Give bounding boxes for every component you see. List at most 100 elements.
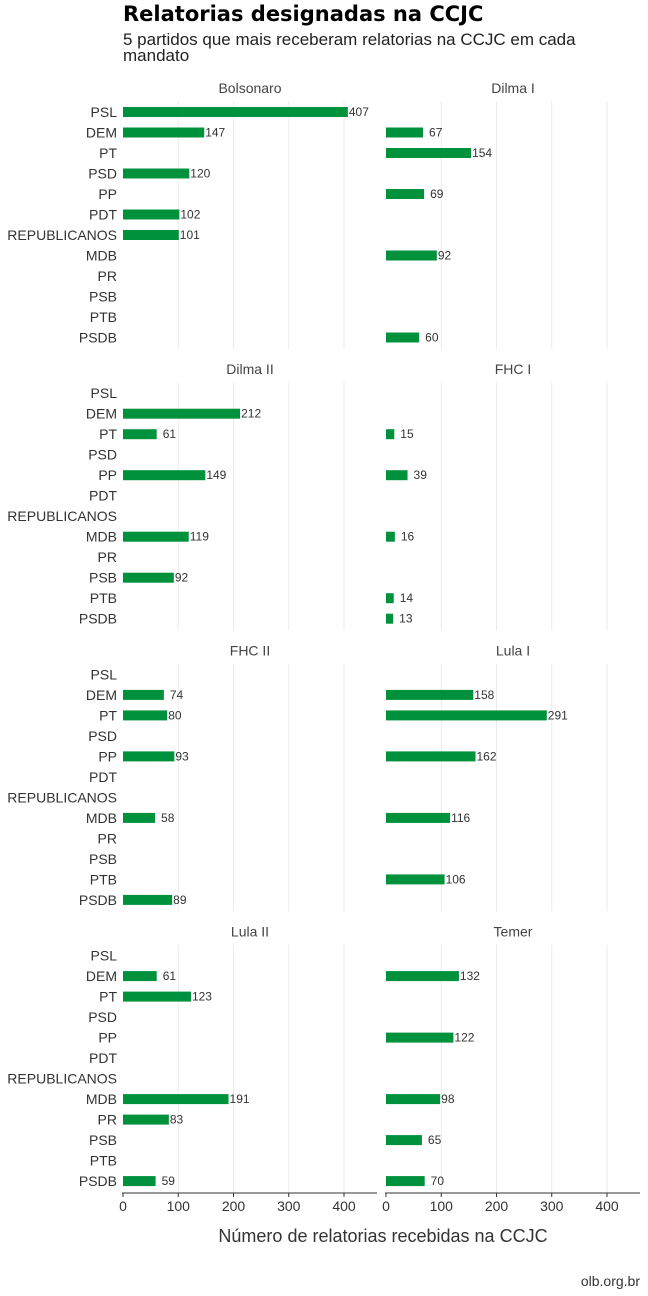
data-label: 16 (401, 530, 415, 544)
bar (123, 751, 175, 762)
bar (386, 751, 476, 762)
category-label: PSL (91, 385, 118, 401)
data-label: 83 (170, 1113, 184, 1127)
data-label: 60 (425, 331, 439, 345)
category-label: PSB (89, 1132, 117, 1148)
category-label: PR (98, 1112, 117, 1128)
panel-title-bolsonaro: Bolsonaro (218, 80, 281, 96)
x-tick-label: 400 (332, 1198, 356, 1214)
bar (386, 250, 437, 261)
bar (386, 710, 547, 721)
data-label: 67 (429, 126, 443, 140)
category-label: PTB (90, 1153, 117, 1169)
bar (386, 613, 394, 624)
category-label: MDB (86, 529, 117, 545)
data-label: 116 (451, 811, 470, 825)
data-label: 147 (205, 126, 225, 140)
bar (123, 710, 168, 721)
category-label: PSDB (79, 611, 117, 627)
bar (386, 1135, 422, 1146)
category-label: PR (98, 830, 117, 846)
category-label: PSDB (79, 1173, 117, 1189)
data-label: 89 (173, 893, 187, 907)
category-label: PDT (89, 488, 117, 504)
category-label: PP (98, 1030, 117, 1046)
bar (123, 689, 164, 700)
data-label: 101 (180, 228, 200, 242)
bar (123, 572, 174, 583)
data-label: 119 (190, 530, 209, 544)
data-label: 106 (446, 872, 466, 886)
category-label: PSB (89, 851, 117, 867)
data-label: 191 (230, 1092, 250, 1106)
data-label: 15 (400, 427, 414, 441)
data-label: 123 (192, 990, 212, 1004)
chart-title: Relatorias designadas na CCJC (123, 2, 484, 26)
category-label: PSD (88, 728, 117, 744)
bar (386, 689, 474, 700)
category-label: PSL (91, 948, 118, 964)
category-label: PDT (89, 207, 117, 223)
category-label: PR (98, 549, 117, 565)
bar (386, 593, 394, 604)
category-label: PSL (91, 666, 118, 682)
category-label: PSD (88, 1009, 117, 1025)
category-label: DEM (86, 968, 117, 984)
category-label: MDB (86, 1091, 117, 1107)
category-label: PTB (90, 309, 117, 325)
category-label: PDT (89, 1050, 117, 1066)
category-label: PSB (89, 289, 117, 305)
data-label: 132 (460, 969, 480, 983)
bar (123, 470, 206, 481)
category-label: REPUBLICANOS (7, 227, 117, 243)
category-label: REPUBLICANOS (7, 508, 117, 524)
bar (123, 531, 189, 542)
bar (123, 408, 241, 419)
bar (386, 470, 408, 481)
category-label: PSDB (79, 330, 117, 346)
bar (123, 168, 190, 179)
category-label: DEM (86, 406, 117, 422)
category-label: PSL (91, 104, 118, 120)
data-label: 14 (400, 591, 414, 605)
category-label: PR (98, 268, 117, 284)
panel-title-lula-i: Lula I (496, 642, 530, 658)
data-label: 149 (206, 468, 226, 482)
data-label: 291 (548, 708, 568, 722)
category-label: PP (98, 748, 117, 764)
data-label: 58 (161, 811, 175, 825)
x-tick-label: 200 (485, 1198, 509, 1214)
bar (123, 812, 156, 823)
category-label: PT (99, 426, 117, 442)
category-label: PTB (90, 871, 117, 887)
data-label: 61 (163, 427, 177, 441)
x-tick-label: 300 (277, 1198, 301, 1214)
category-label: MDB (86, 248, 117, 264)
bar (386, 332, 420, 343)
bar (123, 1114, 169, 1125)
category-label: PT (99, 989, 117, 1005)
category-label: MDB (86, 810, 117, 826)
chart-subtitle: 5 partidos que mais receberam relatorias… (123, 30, 576, 65)
category-label: PP (98, 467, 117, 483)
bar (386, 971, 459, 982)
data-label: 120 (190, 167, 210, 181)
data-label: 93 (175, 749, 189, 763)
category-label: PDT (89, 769, 117, 785)
bar (123, 230, 179, 240)
panel-title-fhc-ii: FHC II (230, 642, 270, 658)
category-label: PTB (90, 590, 117, 606)
data-label: 80 (168, 708, 182, 722)
data-label: 122 (454, 1031, 474, 1045)
x-tick-label: 400 (595, 1198, 619, 1214)
data-label: 92 (438, 249, 452, 263)
data-label: 98 (441, 1092, 455, 1106)
bar (386, 1032, 454, 1043)
bar (123, 429, 157, 440)
bar (123, 1176, 156, 1187)
bar (386, 1176, 425, 1187)
panel-title-lula-ii: Lula II (231, 924, 269, 940)
bar (123, 107, 348, 117)
data-label: 158 (474, 688, 494, 702)
